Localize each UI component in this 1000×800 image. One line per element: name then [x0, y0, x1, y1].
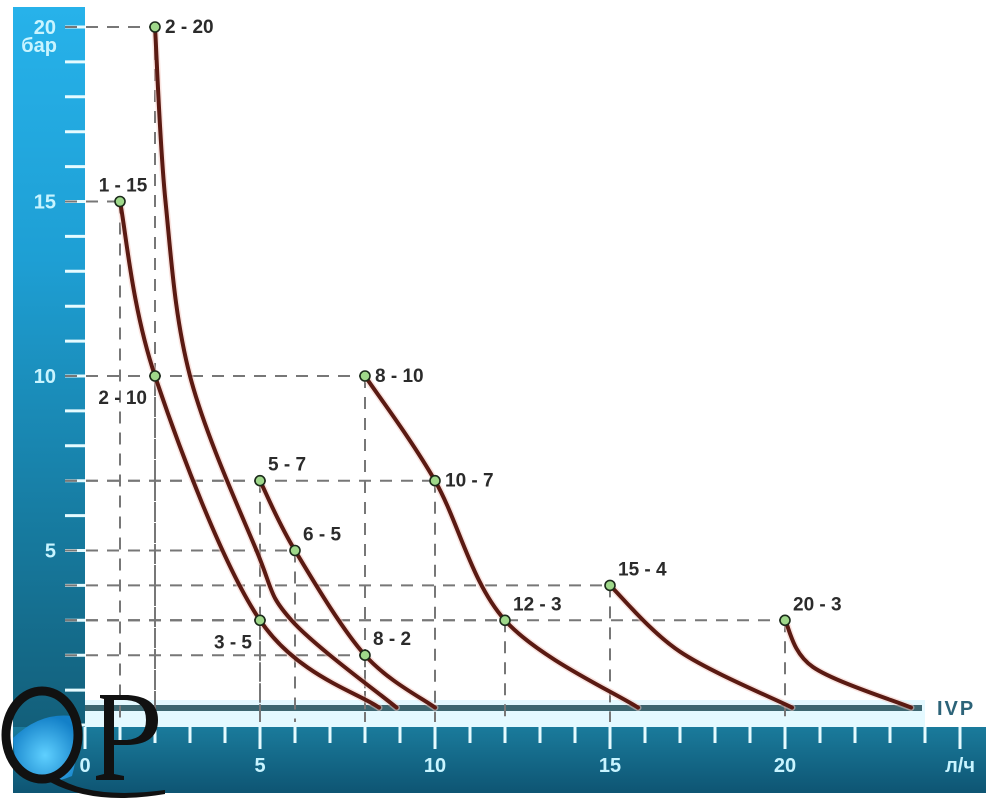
x-axis-label: л/ч [945, 755, 975, 777]
data-point [254, 614, 266, 627]
x-tick-label: 5 [254, 755, 265, 777]
x-axis-strip [13, 727, 986, 793]
curve-glow [606, 581, 796, 712]
data-label: 2 - 20 [165, 17, 214, 38]
data-label: 2 - 10 [98, 388, 147, 409]
data-point [499, 614, 511, 627]
data-label: 5 - 7 [268, 455, 306, 476]
curve-glow [781, 616, 915, 712]
curve-series-1 [118, 199, 381, 710]
data-label: 3 - 5 [214, 632, 252, 653]
data-point [149, 370, 161, 382]
data-point [429, 474, 441, 487]
curve-series-5 [608, 583, 794, 710]
qp-logo [1, 686, 165, 798]
y-axis-label: бар [21, 35, 57, 57]
x-tick-label: 15 [599, 755, 621, 777]
curve-series-4 [363, 374, 640, 710]
data-point [779, 614, 791, 627]
logo-q-ring [1, 686, 83, 784]
curve-series-2 [153, 25, 399, 710]
data-point [359, 649, 371, 662]
data-label: 12 - 3 [513, 594, 562, 615]
data-point [254, 474, 266, 487]
curve-series-6 [783, 618, 913, 710]
y-tick-label: 5 [45, 541, 56, 563]
y-tick-label: 15 [34, 192, 56, 214]
data-label: 20 - 3 [793, 594, 842, 615]
curve-glow [361, 372, 642, 712]
curve-glow [151, 23, 400, 712]
data-label: 6 - 5 [303, 525, 341, 546]
data-point [359, 370, 371, 382]
logo-q-tail [50, 776, 165, 798]
x-tick-label: 20 [774, 755, 796, 777]
data-label: 8 - 2 [373, 629, 411, 650]
y-tick-label: 20 [34, 17, 56, 39]
data-point [114, 195, 126, 208]
data-label: 8 - 10 [375, 366, 424, 387]
data-point [604, 579, 616, 592]
logo-p-letter [96, 695, 158, 780]
x-tick-label: 10 [424, 755, 446, 777]
y-tick-label: 10 [34, 366, 56, 388]
logo-water-fill [13, 715, 77, 782]
data-label: 15 - 4 [618, 559, 667, 580]
baseline-label: IVP [937, 698, 975, 720]
data-point [149, 21, 161, 33]
data-point [289, 544, 301, 557]
y-axis-strip [13, 7, 85, 727]
data-label: 1 - 15 [99, 176, 148, 197]
curve-series-3 [258, 478, 437, 710]
x-tick-label: 0 [79, 755, 90, 777]
data-label: 10 - 7 [445, 471, 494, 492]
